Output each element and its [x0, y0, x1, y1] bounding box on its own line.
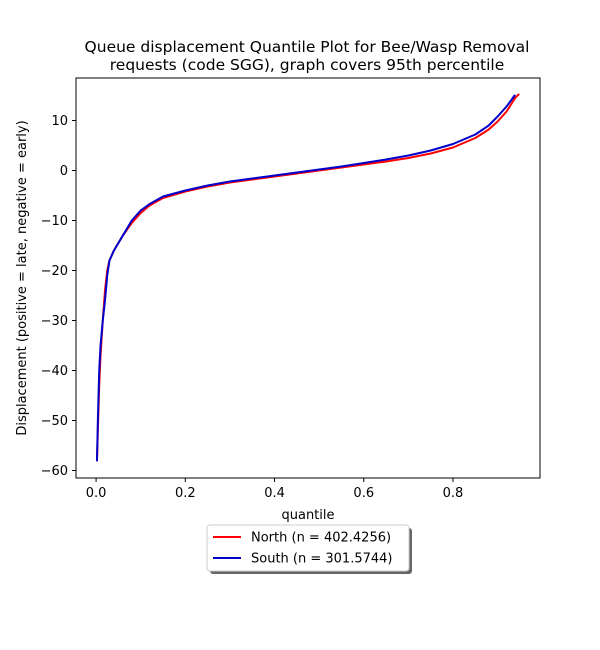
legend: North (n = 402.4256) South (n = 301.5744… — [206, 524, 412, 574]
x-tick-label: 0.0 — [86, 486, 107, 501]
x-axis-label: quantile — [281, 508, 334, 523]
x-tick-label: 0.8 — [443, 486, 464, 501]
x-tick-label: 0.6 — [353, 486, 374, 501]
x-tick-label: 0.4 — [264, 486, 285, 501]
legend-box — [206, 524, 410, 572]
plot-frame — [75, 77, 541, 479]
series-line-1 — [95, 94, 516, 462]
legend-label-south: South (n = 301.5744) — [251, 552, 392, 567]
y-tick-label: −10 — [41, 214, 68, 229]
y-axis-ticks: 10 0 −10 −20 −30 −40 −50 −60 — [41, 114, 76, 479]
y-tick-label: 10 — [51, 114, 68, 129]
y-tick-label: −20 — [41, 264, 68, 279]
y-tick-label: −60 — [41, 464, 68, 479]
legend-label-north: North (n = 402.4256) — [251, 531, 391, 546]
x-axis-ticks: 0.0 0.2 0.4 0.6 0.8 — [86, 478, 464, 501]
y-tick-label: 0 — [60, 164, 68, 179]
y-tick-label: −30 — [41, 314, 68, 329]
plot-area — [95, 93, 520, 462]
chart-title-line-1: Queue displacement Quantile Plot for Bee… — [85, 38, 530, 56]
x-tick-label: 0.2 — [175, 486, 196, 501]
series-line-0 — [95, 93, 520, 462]
y-tick-label: −40 — [41, 364, 68, 379]
chart-title-line-2: requests (code SGG), graph covers 95th p… — [110, 56, 505, 74]
y-tick-label: −50 — [41, 414, 68, 429]
y-axis-label: Displacement (positive = late, negative … — [15, 120, 30, 435]
